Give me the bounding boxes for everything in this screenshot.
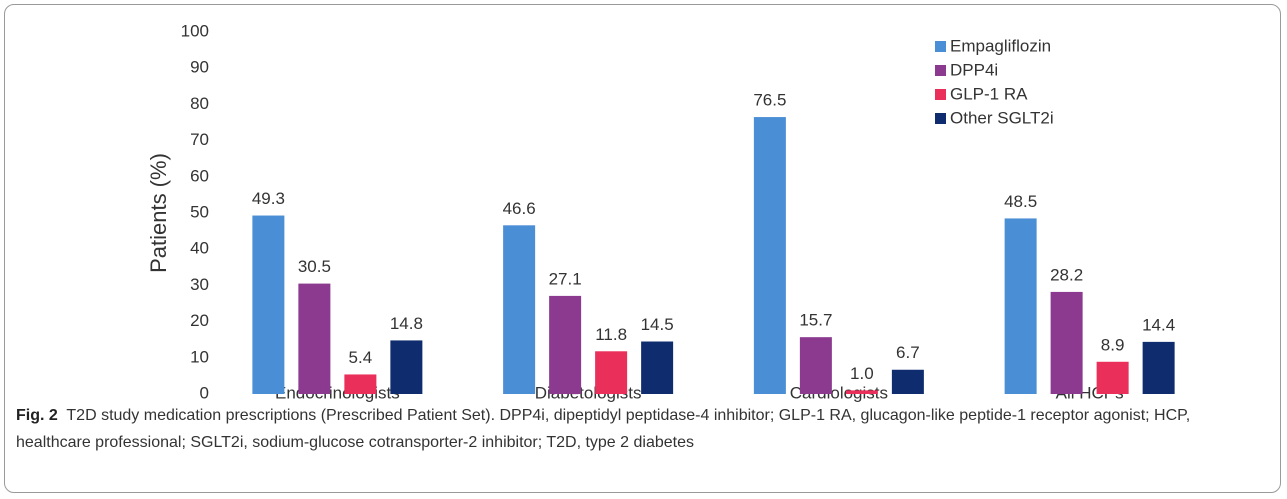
value-label: 14.5 bbox=[641, 315, 674, 334]
bar bbox=[549, 295, 582, 394]
legend-swatch bbox=[935, 89, 946, 100]
y-tick-label: 10 bbox=[190, 347, 209, 366]
bar bbox=[1050, 291, 1083, 394]
bar bbox=[641, 341, 674, 394]
value-label: 15.7 bbox=[799, 311, 832, 330]
y-tick-label: 80 bbox=[190, 94, 209, 113]
bar bbox=[753, 117, 786, 394]
figure-frame bbox=[4, 4, 1281, 493]
y-tick-label: 0 bbox=[200, 383, 209, 402]
bar bbox=[891, 369, 924, 394]
y-tick-label: 50 bbox=[190, 202, 209, 221]
value-label: 49.3 bbox=[252, 189, 285, 208]
bar bbox=[799, 337, 832, 394]
y-axis-label: Patients (%) bbox=[146, 153, 171, 273]
value-label: 27.1 bbox=[549, 269, 582, 288]
value-label: 14.8 bbox=[390, 314, 423, 333]
bar bbox=[1142, 341, 1175, 394]
value-label: 11.8 bbox=[595, 325, 627, 344]
y-tick-label: 40 bbox=[190, 239, 209, 258]
value-label: 28.2 bbox=[1050, 265, 1083, 284]
value-label: 1.0 bbox=[850, 364, 874, 383]
y-tick-label: 100 bbox=[181, 21, 209, 40]
legend-label: DPP4i bbox=[950, 60, 998, 79]
y-tick-label: 30 bbox=[190, 275, 209, 294]
bar bbox=[298, 283, 331, 394]
legend-label: Empagliflozin bbox=[950, 36, 1051, 55]
value-label: 46.6 bbox=[503, 199, 536, 218]
y-tick-label: 90 bbox=[190, 58, 209, 77]
caption-label: Fig. 2 bbox=[16, 407, 58, 424]
value-label: 76.5 bbox=[753, 91, 786, 110]
bar bbox=[503, 225, 536, 394]
bar bbox=[252, 215, 285, 394]
caption: Fig. 2 T2D study medication prescription… bbox=[16, 402, 1266, 456]
bar bbox=[1096, 361, 1129, 394]
legend-swatch bbox=[935, 41, 946, 52]
legend-label: Other SGLT2i bbox=[950, 108, 1054, 127]
bar bbox=[390, 340, 423, 394]
value-label: 5.4 bbox=[349, 348, 373, 367]
legend-swatch bbox=[935, 65, 946, 76]
legend-label: GLP-1 RA bbox=[950, 84, 1028, 103]
value-label: 8.9 bbox=[1101, 335, 1125, 354]
value-label: 14.4 bbox=[1142, 315, 1175, 334]
value-label: 30.5 bbox=[298, 257, 331, 276]
bar bbox=[344, 374, 377, 394]
y-tick-label: 60 bbox=[190, 166, 209, 185]
bar bbox=[595, 351, 628, 394]
y-tick-label: 70 bbox=[190, 130, 209, 149]
bar bbox=[845, 390, 878, 394]
x-tick-label: Endocrinologists bbox=[275, 383, 400, 402]
bar bbox=[1004, 218, 1037, 394]
y-tick-label: 20 bbox=[190, 311, 209, 330]
value-label: 6.7 bbox=[896, 343, 920, 362]
caption-text: T2D study medication prescriptions (Pres… bbox=[16, 407, 1191, 451]
legend-swatch bbox=[935, 113, 946, 124]
value-label: 48.5 bbox=[1004, 192, 1037, 211]
